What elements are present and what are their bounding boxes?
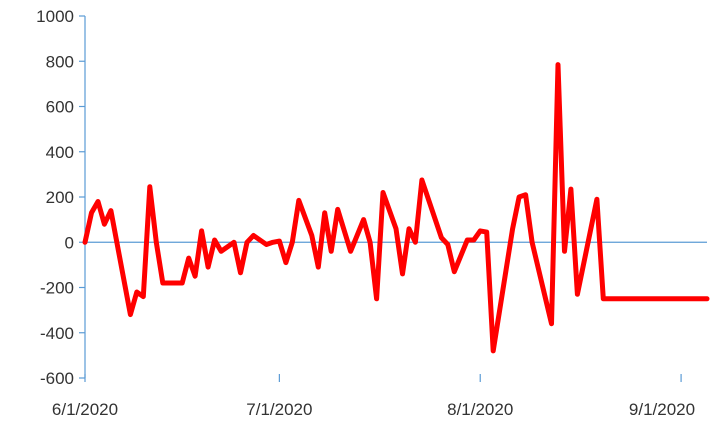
y-tick-label: -400 <box>40 324 74 343</box>
y-tick-label: 1000 <box>36 7 74 26</box>
y-tick-label: 400 <box>46 143 74 162</box>
x-tick-label: 9/1/2020 <box>629 400 695 419</box>
y-tick-label: 600 <box>46 98 74 117</box>
y-tick-label: -600 <box>40 369 74 388</box>
series-line <box>82 62 710 354</box>
x-tick-label: 6/1/2020 <box>52 400 118 419</box>
x-tick-label: 8/1/2020 <box>447 400 513 419</box>
y-tick-label: 800 <box>46 52 74 71</box>
y-tick-label: 0 <box>65 233 74 252</box>
y-axis-ticks: -600 -400 -200 0 200 400 600 800 1000 <box>36 7 85 388</box>
x-tick-label: 7/1/2020 <box>246 400 312 419</box>
series-layer <box>82 62 710 354</box>
x-axis-ticks: 6/1/2020 7/1/2020 8/1/2020 9/1/2020 <box>52 374 695 419</box>
y-tick-label: -200 <box>40 279 74 298</box>
y-tick-label: 200 <box>46 188 74 207</box>
